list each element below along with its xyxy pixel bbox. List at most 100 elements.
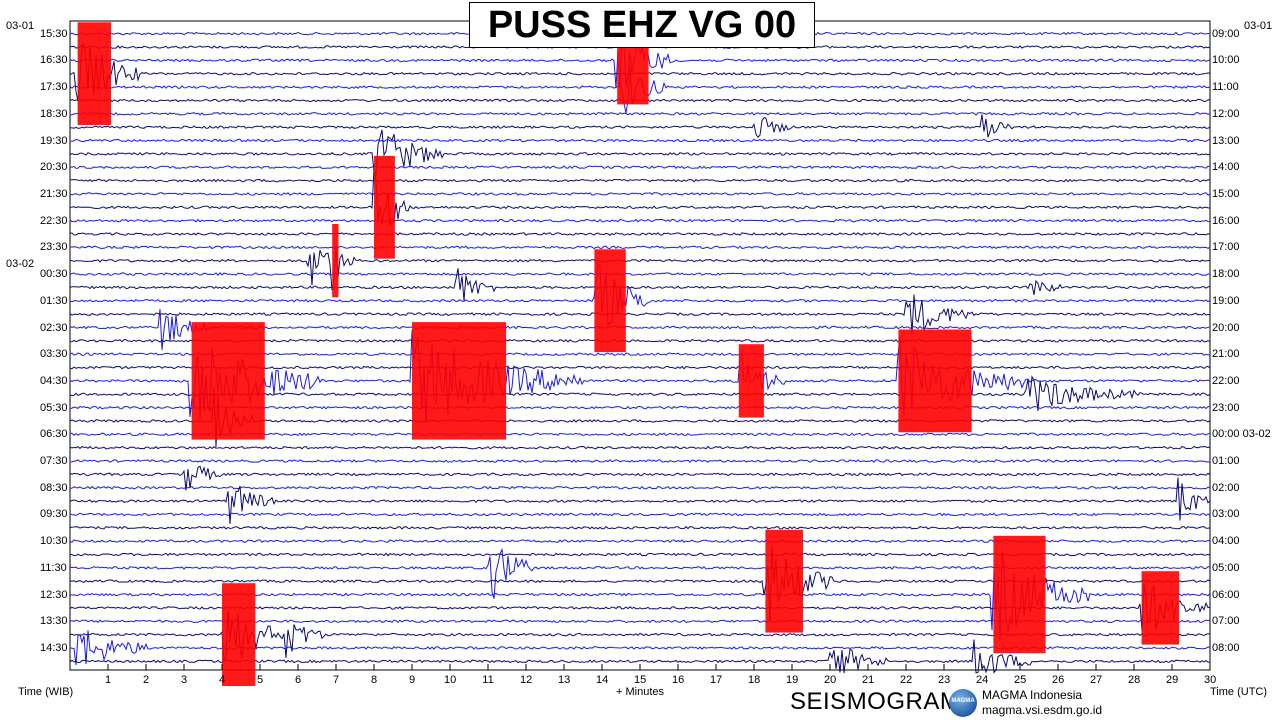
trace-line bbox=[69, 272, 1210, 276]
minute-tick-label: 3 bbox=[180, 674, 188, 686]
trace-line bbox=[69, 232, 1211, 236]
trace-line bbox=[69, 512, 1211, 517]
minute-tick-label: 12 bbox=[520, 674, 533, 686]
trace-line bbox=[69, 178, 1211, 183]
left-time-tick: 03:30 bbox=[40, 348, 68, 361]
trace-line bbox=[69, 445, 1211, 450]
left-time-tick: 15:30 bbox=[40, 27, 68, 40]
left-time-tick: 23:30 bbox=[40, 241, 68, 254]
right-time-tick: 08:00 bbox=[1212, 642, 1240, 654]
right-time-tick: 14:00 bbox=[1212, 161, 1240, 174]
left-time-tick: 22:30 bbox=[40, 214, 68, 227]
left-time-tick: 05:30 bbox=[40, 401, 68, 414]
org-info: MAGMA Indonesia magma.vsi.esdm.go.id bbox=[982, 688, 1102, 718]
right-time-tick: 06:00 bbox=[1212, 588, 1240, 601]
clipped-signal-marker bbox=[1141, 571, 1180, 645]
left-time-tick: 02:30 bbox=[40, 321, 68, 334]
right-time-tick: 18:00 bbox=[1212, 268, 1240, 281]
clipped-signal-marker bbox=[412, 322, 507, 440]
left-time-tick: 21:30 bbox=[40, 187, 68, 200]
right-time-tick: 23:00 bbox=[1212, 401, 1240, 414]
left-time-tick: 16:30 bbox=[40, 54, 68, 67]
right-time-tick: 15:00 bbox=[1212, 187, 1240, 200]
clipped-signal-marker bbox=[191, 322, 265, 440]
left-time-tick: 08:30 bbox=[40, 481, 68, 494]
magma-logo-icon: MAGMA bbox=[949, 689, 977, 717]
right-time-tick: 20:00 bbox=[1212, 321, 1240, 334]
left-time-tick: 07:30 bbox=[40, 455, 68, 467]
trace-line bbox=[69, 218, 1211, 223]
right-time-tick: 16:00 bbox=[1212, 214, 1240, 227]
left-time-tick: 19:30 bbox=[40, 134, 68, 147]
left-time-tick: 09:30 bbox=[40, 508, 68, 521]
minute-tick-label: 13 bbox=[558, 674, 571, 686]
minute-tick-label: 16 bbox=[672, 674, 685, 686]
clipped-signal-marker bbox=[594, 249, 626, 353]
logo-text: MAGMA bbox=[951, 698, 975, 704]
left-time-tick: 14:30 bbox=[40, 642, 68, 654]
right-time-tick: 17:00 bbox=[1212, 241, 1240, 254]
left-time-tick: 04:30 bbox=[40, 374, 68, 387]
minute-tick-label: 22 bbox=[900, 674, 913, 686]
trace-line bbox=[69, 294, 1211, 334]
trace-line bbox=[69, 129, 1211, 176]
left-time-tick: 00:30 bbox=[40, 268, 68, 281]
minute-tick-label: 29 bbox=[1166, 674, 1179, 686]
right-time-tick: 19:00 bbox=[1212, 294, 1240, 307]
clipped-signal-marker bbox=[332, 224, 339, 298]
clipped-signal-marker bbox=[77, 22, 111, 126]
right-time-tick: 01:00 bbox=[1212, 455, 1240, 467]
left-time-tick: 10:30 bbox=[40, 535, 68, 548]
right-time-tick: 02:00 bbox=[1212, 481, 1240, 494]
right-axis-label: Time (UTC) bbox=[1210, 686, 1268, 698]
left-time-tick: 20:30 bbox=[40, 161, 68, 174]
start-date-right: 03-01 bbox=[1244, 20, 1273, 32]
trace-line bbox=[69, 138, 1211, 143]
minute-tick-label: 30 bbox=[1204, 674, 1217, 686]
left-time-tick: 01:30 bbox=[40, 294, 68, 307]
start-date-left: 03-01 bbox=[6, 20, 35, 32]
seismogram-brand: SEISMOGRAM bbox=[790, 688, 961, 715]
right-time-tick: 12:00 bbox=[1212, 107, 1240, 120]
org-name: MAGMA Indonesia bbox=[982, 688, 1083, 702]
minute-tick-label: 5 bbox=[256, 674, 264, 686]
minute-tick-label: 18 bbox=[748, 674, 761, 686]
trace-line bbox=[69, 485, 1211, 490]
minute-tick-label: 24 bbox=[976, 674, 989, 686]
minute-tick-label: 20 bbox=[824, 674, 837, 686]
minute-tick-label: 28 bbox=[1128, 674, 1141, 686]
left-time-tick: 06:30 bbox=[40, 428, 68, 441]
station-title: PUSS EHZ VG 00 bbox=[469, 2, 815, 48]
right-time-tick: 09:00 bbox=[1212, 27, 1240, 40]
minute-tick-label: 14 bbox=[596, 674, 609, 686]
minute-tick-label: 8 bbox=[370, 674, 378, 686]
trace-line bbox=[69, 165, 1211, 170]
trace-line bbox=[69, 245, 1211, 250]
clipped-signal-marker bbox=[374, 155, 395, 259]
minute-tick-label: 17 bbox=[710, 674, 723, 686]
clipped-signal-marker bbox=[738, 344, 764, 418]
minute-tick-label: 25 bbox=[1014, 674, 1027, 686]
clipped-signal-marker bbox=[898, 329, 972, 433]
minute-tick-label: 6 bbox=[294, 674, 302, 686]
right-time-tick: 00:00 03-02 bbox=[1212, 428, 1271, 441]
trace-line bbox=[69, 262, 1211, 328]
trace-line bbox=[69, 465, 1211, 491]
x-axis-label: + Minutes bbox=[616, 686, 664, 698]
right-time-tick: 11:00 bbox=[1212, 81, 1239, 94]
minute-tick-label: 19 bbox=[786, 674, 799, 686]
right-time-tick: 13:00 bbox=[1212, 134, 1240, 147]
next-date-left: 03-02 bbox=[6, 258, 35, 270]
clipped-signal-marker bbox=[765, 529, 803, 633]
left-axis-label: Time (WIB) bbox=[18, 686, 74, 698]
minute-tick-label: 7 bbox=[332, 674, 340, 686]
left-time-tick: 18:30 bbox=[40, 107, 68, 120]
clipped-signal-marker bbox=[222, 583, 256, 686]
org-url: magma.vsi.esdm.go.id bbox=[982, 703, 1103, 717]
minute-tick-label: 1 bbox=[104, 674, 112, 686]
minute-tick-label: 2 bbox=[142, 674, 150, 686]
right-time-tick: 04:00 bbox=[1212, 535, 1240, 548]
trace-line bbox=[69, 169, 1211, 226]
right-time-tick: 22:00 bbox=[1212, 374, 1240, 387]
